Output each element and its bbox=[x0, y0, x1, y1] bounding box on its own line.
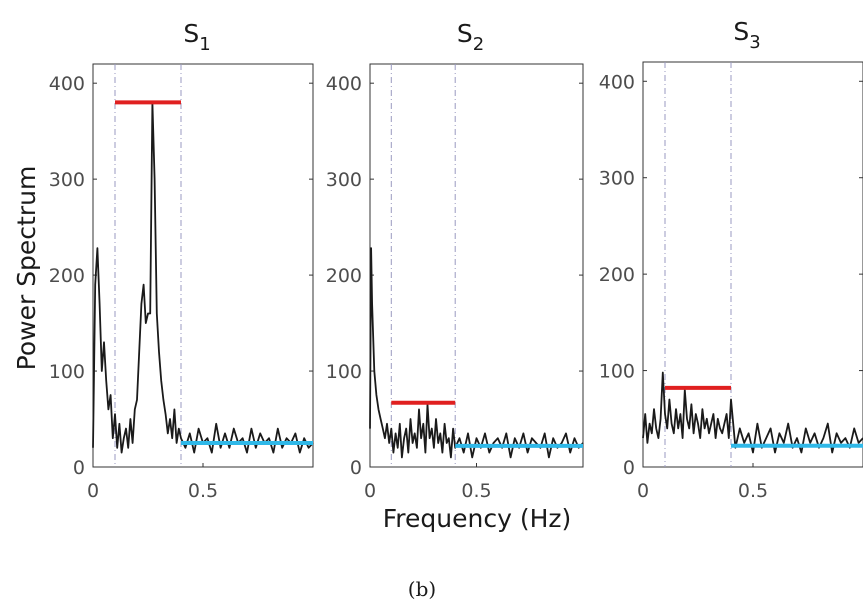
spectrum-line bbox=[369, 247, 584, 459]
x-tick-label: 0.5 bbox=[738, 480, 768, 502]
y-tick-label: 0 bbox=[623, 457, 635, 479]
y-tick-label: 200 bbox=[326, 265, 362, 287]
y-tick-label: 100 bbox=[599, 361, 635, 383]
y-tick-label: 400 bbox=[49, 73, 85, 95]
y-tick-label: 0 bbox=[350, 457, 362, 479]
panel-s3: 0 100 200 300 400 0 0.5 S3 bbox=[599, 17, 863, 502]
axes-frame bbox=[642, 61, 863, 468]
y-tick-label: 200 bbox=[49, 265, 85, 287]
y-tick-label: 400 bbox=[326, 73, 362, 95]
panel-title: S2 bbox=[457, 19, 484, 55]
x-axis-label: Frequency (Hz) bbox=[383, 504, 572, 533]
x-tick-label: 0 bbox=[364, 480, 376, 502]
panel-title: S1 bbox=[183, 19, 210, 55]
y-tick-label: 200 bbox=[599, 264, 635, 286]
y-tick-label: 300 bbox=[326, 169, 362, 191]
y-axis-label: Power Spectrum bbox=[12, 166, 41, 371]
panel-title: S3 bbox=[733, 17, 760, 53]
figure-caption: (b) bbox=[408, 577, 436, 601]
y-tick-label: 300 bbox=[599, 168, 635, 190]
y-tick-label: 100 bbox=[49, 361, 85, 383]
panel-s2: 0 100 200 300 400 0 0.5 S2 bbox=[326, 19, 584, 502]
x-tick-label: 0 bbox=[87, 480, 99, 502]
y-tick-label: 100 bbox=[326, 361, 362, 383]
axes-frame bbox=[92, 63, 314, 468]
panels: 0 100 200 300 400 0 0.5 S1 0 100 200 300 400 0 0.5 S2 0 1… bbox=[49, 17, 863, 502]
spectrum-line bbox=[92, 101, 314, 454]
axes-frame bbox=[369, 63, 584, 468]
y-tick-label: 0 bbox=[73, 457, 85, 479]
y-tick-label: 300 bbox=[49, 169, 85, 191]
spectrum-line bbox=[642, 371, 863, 454]
y-tick-label: 400 bbox=[599, 71, 635, 93]
x-tick-label: 0.5 bbox=[188, 480, 218, 502]
x-tick-label: 0 bbox=[637, 480, 649, 502]
x-tick-label: 0.5 bbox=[461, 480, 491, 502]
panel-s1: 0 100 200 300 400 0 0.5 S1 bbox=[49, 19, 314, 502]
